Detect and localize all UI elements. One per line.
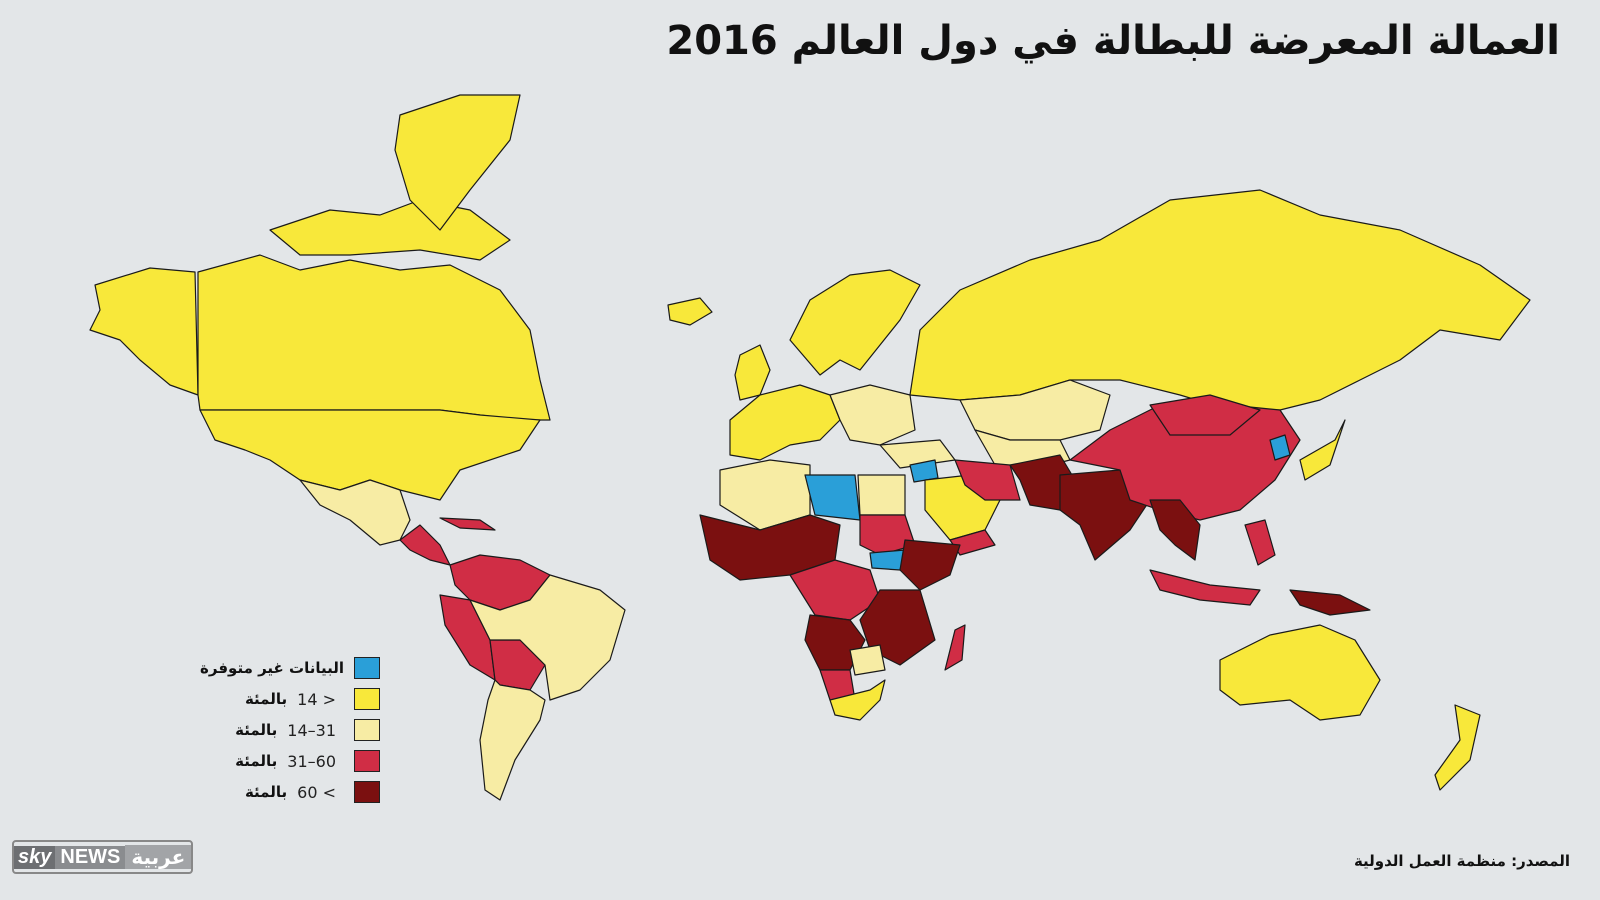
uk-ireland: [734, 344, 771, 401]
legend-swatch: [354, 781, 380, 803]
iran: [954, 459, 1021, 501]
legend-item-no-data: البيانات غير متوفرة: [200, 655, 380, 681]
indonesia: [1149, 569, 1261, 606]
argentina-chile: [479, 679, 546, 801]
sudan: [859, 514, 916, 556]
egypt: [857, 474, 906, 516]
logo-news: NEWS: [55, 845, 126, 869]
south-africa: [829, 679, 886, 721]
legend-range: 14–31: [287, 720, 336, 740]
zimbabwe: [849, 644, 886, 676]
southeast-asia: [1149, 499, 1201, 561]
japan: [1299, 419, 1346, 481]
mongolia: [1149, 394, 1261, 436]
legend-swatch: [354, 719, 380, 741]
scandinavia: [789, 269, 921, 376]
logo-arabic: عربية: [125, 845, 192, 869]
alaska: [89, 267, 199, 396]
sky-news-arabia-logo: sky NEWS عربية: [12, 840, 194, 874]
legend-item-31-60: 31–60 بالمئة: [235, 748, 380, 774]
libya: [804, 474, 861, 521]
madagascar: [944, 624, 966, 671]
cuba: [439, 517, 496, 531]
legend-label: البيانات غير متوفرة: [200, 659, 344, 677]
legend-label: بالمئة: [244, 690, 288, 708]
australia: [1219, 624, 1381, 721]
philippines: [1244, 519, 1276, 566]
legend-swatch: [354, 688, 380, 710]
legend-swatch: [354, 750, 380, 772]
new-zealand: [1434, 704, 1481, 791]
eastern-europe: [829, 384, 916, 446]
canada: [197, 254, 551, 421]
legend-swatch: [354, 657, 380, 679]
papua-new-guinea: [1289, 589, 1371, 616]
brazil: [469, 574, 626, 701]
legend-item-under-14: 14 > بالمئة: [245, 686, 380, 712]
western-europe: [729, 384, 841, 461]
central-america: [399, 524, 451, 566]
mexico: [299, 479, 411, 546]
usa: [199, 409, 541, 501]
legend-item-14-31: 14–31 بالمئة: [235, 717, 380, 743]
iceland: [667, 297, 713, 326]
legend-range: 14 >: [297, 689, 336, 709]
north-korea: [1269, 434, 1291, 461]
legend-label: بالمئة: [235, 721, 278, 739]
south-sudan: [869, 549, 906, 571]
horn-of-africa: [899, 539, 961, 591]
greenland: [394, 94, 521, 231]
legend-range: 60 <: [297, 782, 336, 802]
legend-range: 31–60: [287, 751, 336, 771]
canada-arctic: [269, 199, 511, 261]
logo-sky: sky: [14, 845, 56, 869]
source-note: المصدر: منظمة العمل الدولية: [1353, 852, 1570, 870]
legend-label: بالمئة: [235, 752, 278, 770]
russia: [909, 189, 1531, 411]
legend-label: بالمئة: [244, 783, 288, 801]
map-title: العمالة المعرضة للبطالة في دول العالم 20…: [666, 18, 1560, 64]
legend-item-over-60: 60 < بالمئة: [245, 779, 380, 805]
